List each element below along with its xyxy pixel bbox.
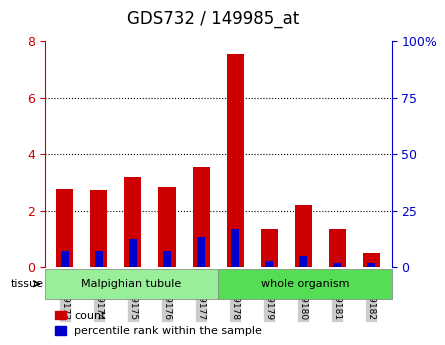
Text: GSM29176: GSM29176 [162, 272, 171, 321]
Text: GSM29180: GSM29180 [299, 272, 307, 321]
Text: whole organism: whole organism [261, 279, 349, 289]
Bar [193, 167, 210, 267]
Bar [57, 189, 73, 267]
Bar [163, 252, 171, 267]
Bar [95, 252, 103, 267]
Bar [158, 187, 175, 267]
Bar [295, 205, 312, 267]
Bar [197, 237, 205, 267]
Text: GSM29173: GSM29173 [61, 272, 69, 321]
Bar [61, 252, 69, 267]
Bar [265, 261, 273, 267]
Bar [299, 256, 307, 267]
Text: GSM29174: GSM29174 [94, 272, 103, 321]
Text: GSM29177: GSM29177 [197, 272, 206, 321]
Bar [333, 263, 341, 267]
Text: GSM29181: GSM29181 [333, 272, 342, 321]
FancyBboxPatch shape [218, 268, 392, 299]
Bar [90, 190, 107, 267]
Text: GSM29178: GSM29178 [231, 272, 239, 321]
Text: tissue: tissue [11, 279, 44, 289]
Bar [261, 229, 278, 267]
Bar [125, 177, 142, 267]
Text: GSM29179: GSM29179 [265, 272, 274, 321]
Text: GDS732 / 149985_at: GDS732 / 149985_at [127, 10, 300, 28]
Bar [329, 229, 346, 267]
Bar [231, 229, 239, 267]
Bar [363, 253, 380, 267]
Text: GSM29182: GSM29182 [367, 272, 376, 321]
FancyBboxPatch shape [44, 268, 218, 299]
Text: Malpighian tubule: Malpighian tubule [81, 279, 182, 289]
Bar [129, 239, 137, 267]
Legend: count, percentile rank within the sample: count, percentile rank within the sample [50, 306, 267, 341]
Bar [227, 54, 243, 267]
Bar [367, 263, 376, 267]
Text: GSM29175: GSM29175 [129, 272, 138, 321]
